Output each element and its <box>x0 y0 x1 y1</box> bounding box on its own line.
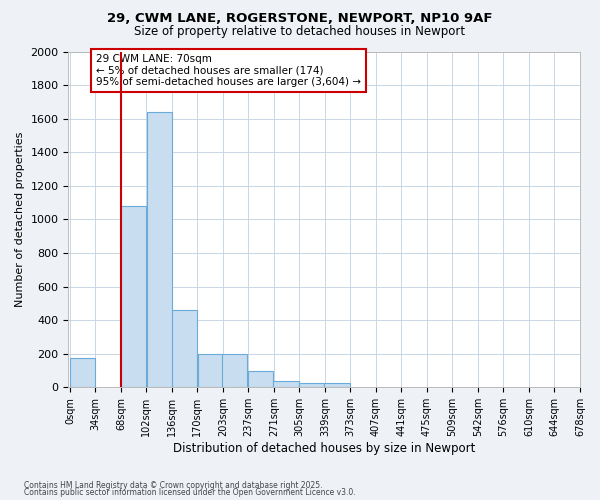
Text: 29, CWM LANE, ROGERSTONE, NEWPORT, NP10 9AF: 29, CWM LANE, ROGERSTONE, NEWPORT, NP10 … <box>107 12 493 26</box>
Bar <box>197 354 223 388</box>
Bar <box>248 370 273 388</box>
Bar <box>299 383 324 388</box>
Bar <box>274 380 299 388</box>
Bar <box>172 310 197 388</box>
Text: 29 CWM LANE: 70sqm
← 5% of detached houses are smaller (174)
95% of semi-detache: 29 CWM LANE: 70sqm ← 5% of detached hous… <box>96 54 361 87</box>
Bar <box>223 354 247 388</box>
Text: Contains public sector information licensed under the Open Government Licence v3: Contains public sector information licen… <box>24 488 356 497</box>
Bar <box>121 206 146 388</box>
Bar <box>70 358 95 388</box>
X-axis label: Distribution of detached houses by size in Newport: Distribution of detached houses by size … <box>173 442 475 455</box>
Bar <box>325 383 350 388</box>
Bar <box>146 112 172 388</box>
Y-axis label: Number of detached properties: Number of detached properties <box>15 132 25 307</box>
Text: Size of property relative to detached houses in Newport: Size of property relative to detached ho… <box>134 25 466 38</box>
Text: Contains HM Land Registry data © Crown copyright and database right 2025.: Contains HM Land Registry data © Crown c… <box>24 481 323 490</box>
